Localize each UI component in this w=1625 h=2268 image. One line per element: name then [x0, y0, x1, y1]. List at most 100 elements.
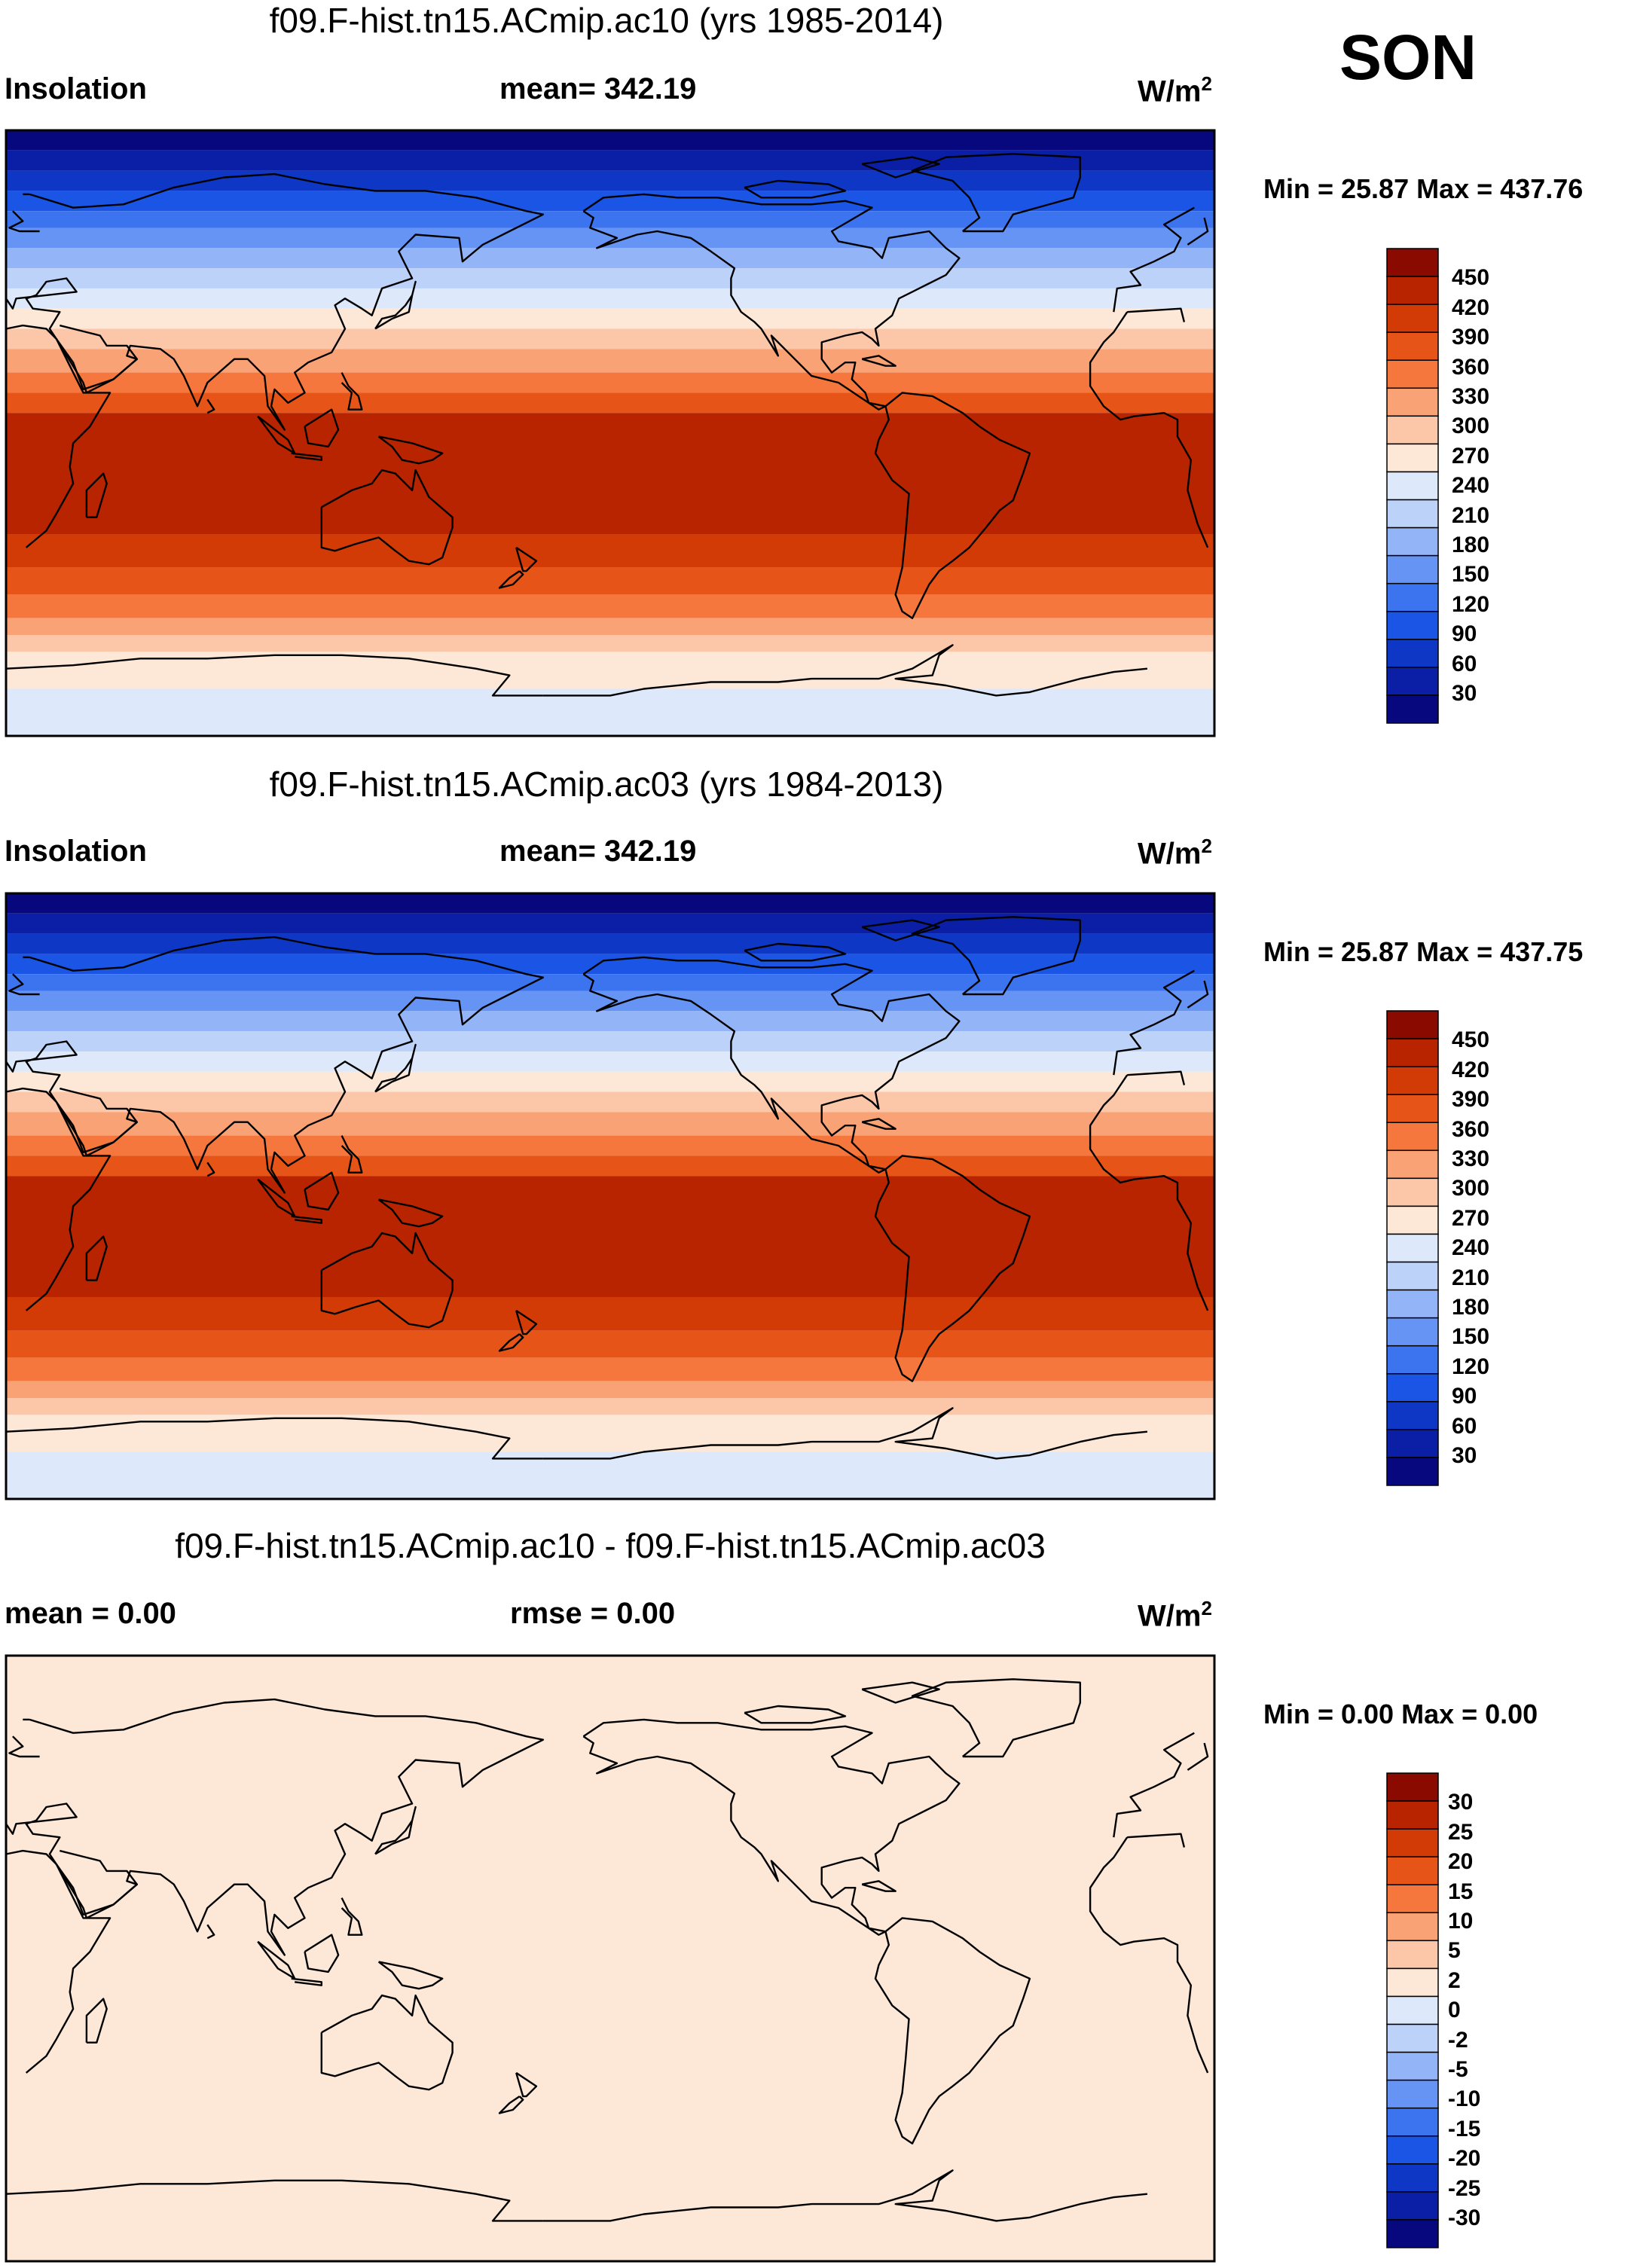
coastline — [55, 1849, 139, 1916]
season-label: SON — [1339, 22, 1477, 93]
colorbar-swatch — [1386, 1828, 1439, 1857]
panel-1-minmax: Min = 25.87 Max = 437.76 — [1263, 173, 1584, 204]
colorbar-swatch — [1386, 1038, 1439, 1067]
insolation-band — [6, 349, 1214, 373]
panel-1-mean-label: mean= 342.19 — [499, 72, 697, 105]
insolation-band — [6, 1398, 1214, 1415]
cb1-tick: 360 — [1452, 355, 1490, 380]
insolation-band — [6, 933, 1214, 954]
insolation-band — [6, 1415, 1214, 1452]
colorbar-swatch — [1386, 415, 1439, 445]
cb1-tick: 180 — [1452, 533, 1490, 557]
coastline — [5, 1849, 111, 2074]
coastline — [377, 1198, 444, 1228]
coastline — [5, 654, 543, 697]
coastline — [5, 2179, 543, 2222]
colorbar-swatch — [1386, 1205, 1439, 1235]
colorbar-swatch — [1386, 1261, 1439, 1291]
coastline — [8, 1735, 40, 1758]
cb3-tick: 5 — [1448, 1938, 1461, 1963]
colorbar-swatch — [1386, 359, 1439, 389]
panel-3-fill — [6, 1656, 1214, 2261]
coastline — [5, 324, 111, 548]
cb1-tick: 210 — [1452, 503, 1490, 528]
coastline — [1187, 1742, 1209, 1771]
coastline — [55, 1087, 139, 1154]
panel-2-mean-label: mean= 342.19 — [499, 835, 697, 868]
panel-3-mean-label: mean = 0.00 — [5, 1597, 176, 1630]
coastline — [5, 1087, 111, 1311]
coastline — [874, 392, 1031, 619]
panel-1-colorbar — [1386, 248, 1439, 724]
difference-fill — [6, 1656, 1214, 2261]
panel-1-title: f09.F-hist.tn15.ACmip.ac10 (yrs 1985-201… — [269, 1, 944, 40]
coastline — [1113, 1732, 1195, 1838]
cb1-tick: 240 — [1452, 473, 1490, 498]
cb2-tick: 30 — [1452, 1443, 1477, 1468]
colorbar-swatch — [1386, 1317, 1439, 1347]
coastline — [1127, 1833, 1186, 1848]
coastline — [874, 1917, 1031, 2144]
cb3-tick: -10 — [1448, 2086, 1481, 2111]
colorbar-swatch — [1386, 1010, 1439, 1039]
panel-2-units-label: W/m2 — [1138, 835, 1212, 871]
coastline — [861, 1681, 940, 1704]
cb1-tick: 390 — [1452, 325, 1490, 350]
coastline — [291, 1215, 322, 1224]
colorbar-swatch — [1386, 248, 1439, 277]
colorbar-swatch — [1386, 1289, 1439, 1319]
coastline — [377, 1961, 444, 1990]
insolation-band — [6, 170, 1214, 191]
coastline — [744, 1705, 847, 1724]
cb1-tick: 120 — [1452, 592, 1490, 617]
colorbar-swatch — [1386, 2023, 1439, 2053]
insolation-band — [6, 191, 1214, 212]
cb2-tick: 300 — [1452, 1176, 1490, 1201]
colorbar-swatch — [1386, 527, 1439, 557]
cb1-tick: 420 — [1452, 295, 1490, 320]
insolation-band — [6, 1071, 1214, 1092]
panel-3-units-sup: 2 — [1201, 1597, 1212, 1619]
colorbar-swatch — [1386, 1429, 1439, 1458]
coastline — [85, 1235, 108, 1281]
coastline — [1089, 1074, 1209, 1311]
coastline — [582, 1718, 961, 1936]
coastline — [5, 1698, 545, 1956]
panel-3-colorbar — [1386, 1772, 1439, 2248]
cb2-tick: 330 — [1452, 1146, 1490, 1171]
insolation-band — [6, 635, 1214, 652]
coastline — [85, 472, 108, 518]
insolation-band — [6, 308, 1214, 329]
coastline — [498, 2096, 524, 2114]
insolation-band — [6, 1051, 1214, 1072]
colorbar-swatch — [1386, 2219, 1439, 2248]
coastline — [206, 1161, 215, 1177]
insolation-band — [6, 954, 1214, 975]
cb2-tick: 120 — [1452, 1354, 1490, 1379]
coastline — [1187, 217, 1209, 246]
cb3-tick: 10 — [1448, 1909, 1474, 1934]
panel-1-units-base: W/m — [1138, 75, 1202, 108]
panel-2-map — [5, 892, 1216, 1500]
coastline — [304, 408, 340, 448]
colorbar-swatch — [1386, 1373, 1439, 1403]
panel-1-coastlines — [5, 153, 1209, 697]
coastline — [1089, 1836, 1209, 2074]
cb1-tick: 60 — [1452, 652, 1477, 676]
insolation-band — [6, 534, 1214, 568]
coastline — [206, 398, 215, 414]
insolation-band — [6, 413, 1214, 534]
colorbar-swatch — [1386, 1149, 1439, 1180]
coastline — [304, 1934, 340, 1973]
panel-3-title: f09.F-hist.tn15.ACmip.ac10 - f09.F-hist.… — [175, 1526, 1046, 1565]
panel-2-variable-label: Insolation — [5, 835, 147, 868]
coastline — [341, 1135, 363, 1174]
panel-2-title: f09.F-hist.tn15.ACmip.ac03 (yrs 1984-201… — [269, 765, 944, 804]
colorbar-swatch — [1386, 1401, 1439, 1430]
insolation-band — [6, 1155, 1214, 1177]
colorbar-swatch — [1386, 2135, 1439, 2165]
insolation-band — [6, 974, 1214, 991]
colorbar-swatch — [1386, 1094, 1439, 1123]
coastline — [861, 919, 940, 942]
cb3-tick: 2 — [1448, 1968, 1461, 1993]
